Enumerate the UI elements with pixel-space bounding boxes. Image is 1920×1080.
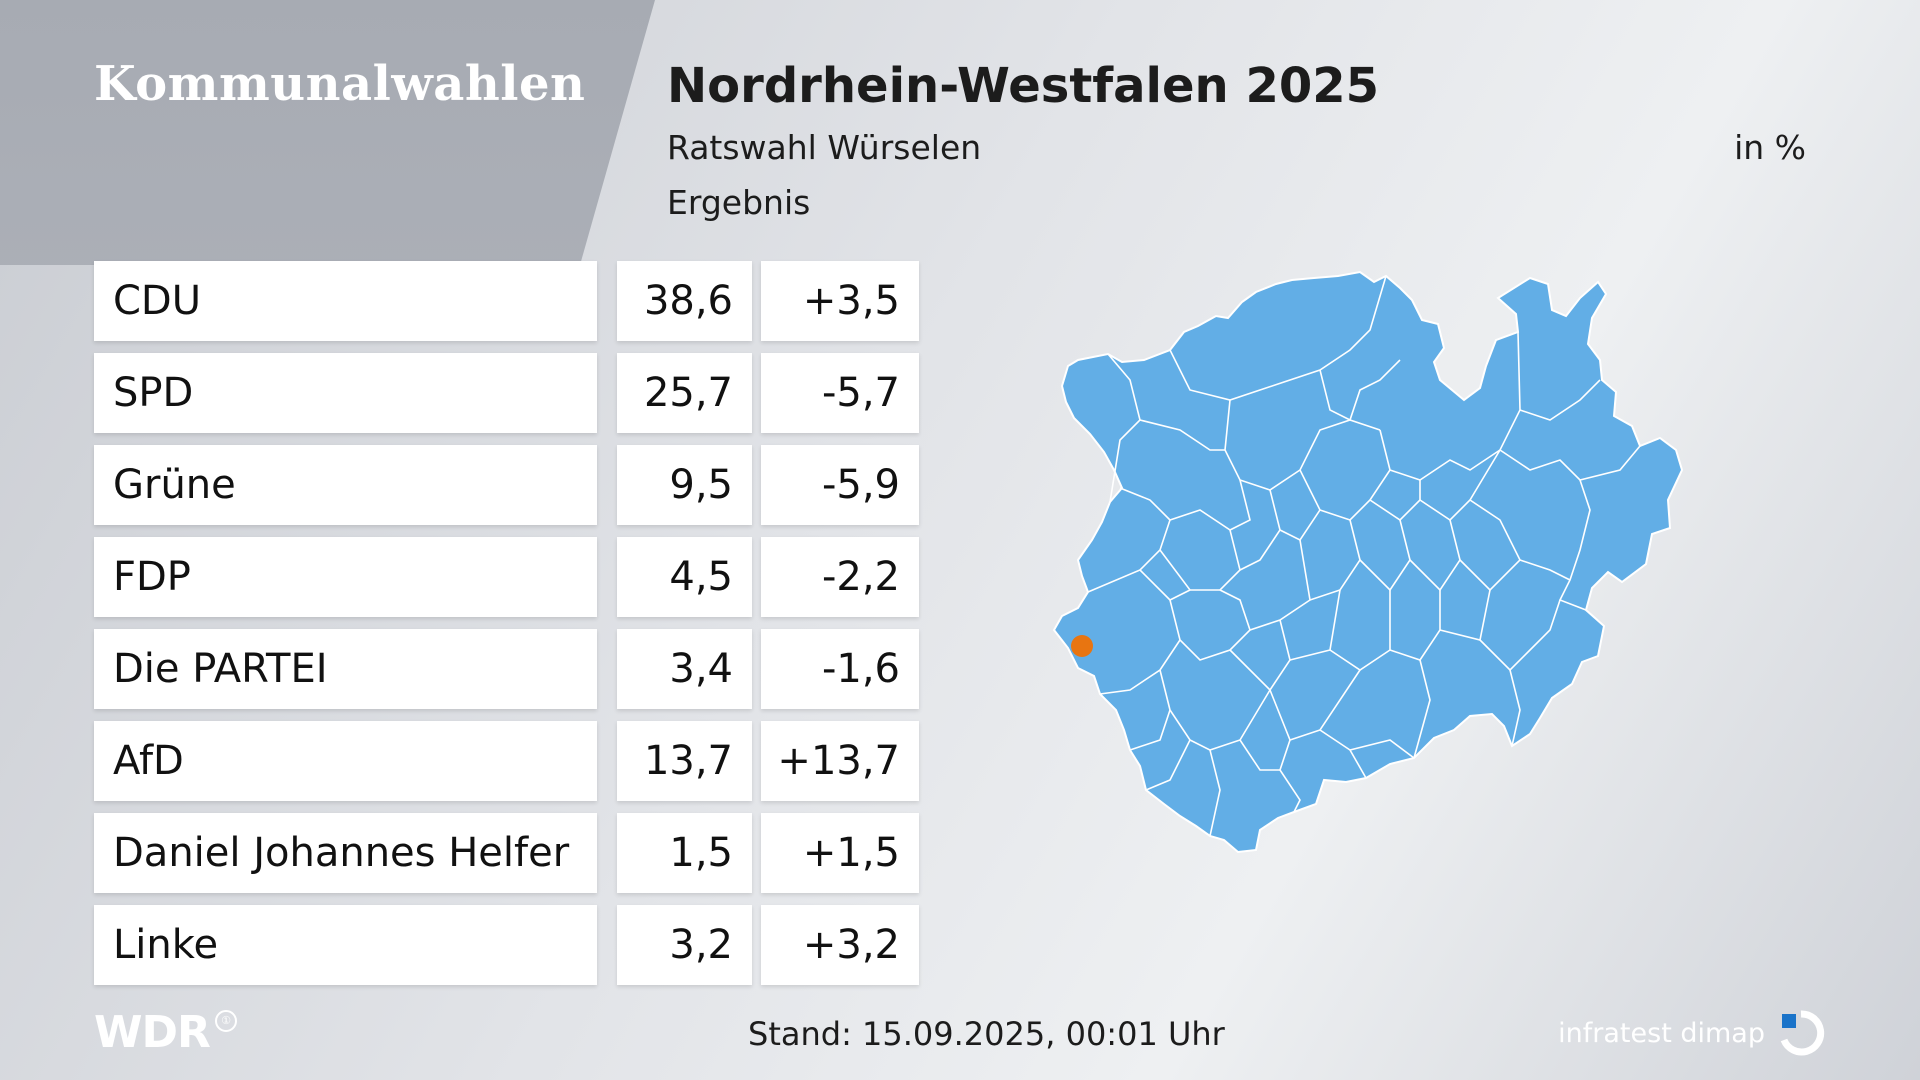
wdr-logo: WDR <box>94 1007 211 1058</box>
party-name: Daniel Johannes Helfer <box>94 813 597 893</box>
district-border <box>1359 519 1411 592</box>
district-border <box>1099 639 1181 695</box>
institute-label: infratest dimap <box>1558 1018 1765 1049</box>
party-name: Grüne <box>94 445 597 525</box>
district-border <box>1224 399 1381 491</box>
party-value: 13,7 <box>617 721 752 801</box>
party-name: CDU <box>94 261 597 341</box>
district-borders <box>1087 275 1641 837</box>
party-diff: +13,7 <box>761 721 919 801</box>
party-value: 38,6 <box>617 261 752 341</box>
timestamp: Stand: 15.09.2025, 00:01 Uhr <box>748 1015 1225 1053</box>
district-border <box>1413 659 1431 759</box>
party-value: 3,2 <box>617 905 752 985</box>
party-value: 4,5 <box>617 537 752 617</box>
party-value: 9,5 <box>617 445 752 525</box>
nrw-map <box>1052 270 1684 854</box>
district-border <box>1419 449 1501 522</box>
district-border <box>1369 480 1421 522</box>
district-border <box>1239 489 1281 571</box>
district-border <box>1139 419 1225 451</box>
party-diff: -1,6 <box>761 629 919 709</box>
location-marker <box>1071 635 1093 657</box>
page-title: Nordrhein-Westfalen 2025 <box>667 58 1380 114</box>
party-diff: +3,2 <box>761 905 919 985</box>
subtitle-result: Ergebnis <box>667 183 811 222</box>
party-diff: -2,2 <box>761 537 919 617</box>
district-border <box>1159 669 1221 837</box>
party-name: AfD <box>94 721 597 801</box>
party-diff: +3,5 <box>761 261 919 341</box>
infratest-logo-icon <box>1780 1010 1825 1056</box>
district-border <box>1229 479 1251 531</box>
district-border <box>1349 739 1415 759</box>
unit-label: in % <box>1734 128 1806 167</box>
district-border <box>1379 331 1521 481</box>
district-border <box>1409 519 1461 592</box>
district-border <box>1319 469 1391 521</box>
party-value: 3,4 <box>617 629 752 709</box>
district-border <box>1229 619 1291 692</box>
district-border <box>1558 479 1591 611</box>
district-border <box>1169 275 1387 401</box>
party-value: 1,5 <box>617 813 752 893</box>
district-border <box>1519 379 1601 421</box>
district-border <box>1509 669 1521 747</box>
kicker-label: Kommunalwahlen <box>94 56 586 112</box>
district-border <box>1145 739 1191 791</box>
district-border <box>1329 590 1391 671</box>
party-name: Linke <box>94 905 597 985</box>
party-name: FDP <box>94 537 597 617</box>
party-name: SPD <box>94 353 597 433</box>
subtitle: Ratswahl Würselen <box>667 128 982 167</box>
district-border <box>1129 709 1171 751</box>
district-border <box>1087 487 1171 593</box>
district-border <box>1479 599 1561 672</box>
district-border <box>1319 359 1401 422</box>
party-diff: -5,9 <box>761 445 919 525</box>
district-border <box>1499 445 1641 481</box>
district-border <box>1279 469 1321 542</box>
nrw-state-shape <box>1052 270 1684 854</box>
party-name: Die PARTEI <box>94 629 597 709</box>
party-diff: -5,7 <box>761 353 919 433</box>
district-border <box>1279 769 1301 813</box>
district-border <box>1519 559 1571 581</box>
party-diff: +1,5 <box>761 813 919 893</box>
district-border <box>1389 590 1441 661</box>
party-value: 25,7 <box>617 353 752 433</box>
ard-icon: ① <box>215 1010 237 1032</box>
